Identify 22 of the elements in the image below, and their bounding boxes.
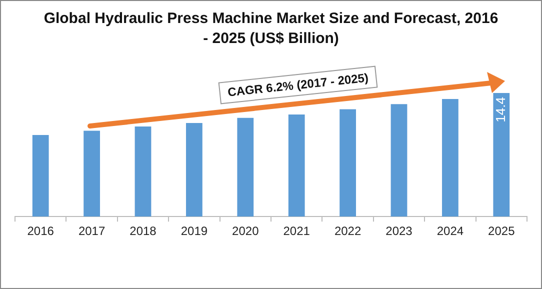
x-tick-label: 2021: [283, 224, 310, 238]
bar: [134, 126, 152, 217]
bar: [288, 114, 305, 217]
bar: [32, 135, 49, 217]
x-tick-label: 2019: [180, 224, 208, 238]
x-tick-label: 2020: [232, 224, 260, 238]
annotation: CAGR 6.2% (2017 - 2025): [218, 66, 378, 104]
chart-title: Global Hydraulic Press Machine Market Size and Forecast, 2016 - 2025 (US$ Billion): [42, 9, 500, 49]
x-tick-label: 2016: [27, 224, 54, 238]
x-tick-label: 2022: [334, 224, 362, 238]
bar: [340, 109, 356, 217]
data-label: 14.4: [492, 97, 508, 122]
x-tick-label: 2025: [488, 224, 516, 238]
x-tick-label: 2018: [130, 224, 157, 238]
bar: [237, 118, 254, 217]
x-tick-label: 2023: [386, 224, 413, 238]
bar: [442, 99, 458, 217]
bar: [390, 104, 408, 217]
x-tick-label: 2024: [436, 224, 464, 238]
bar: [84, 130, 100, 217]
bar: [186, 123, 202, 217]
x-tick-label: 2017: [78, 224, 106, 238]
